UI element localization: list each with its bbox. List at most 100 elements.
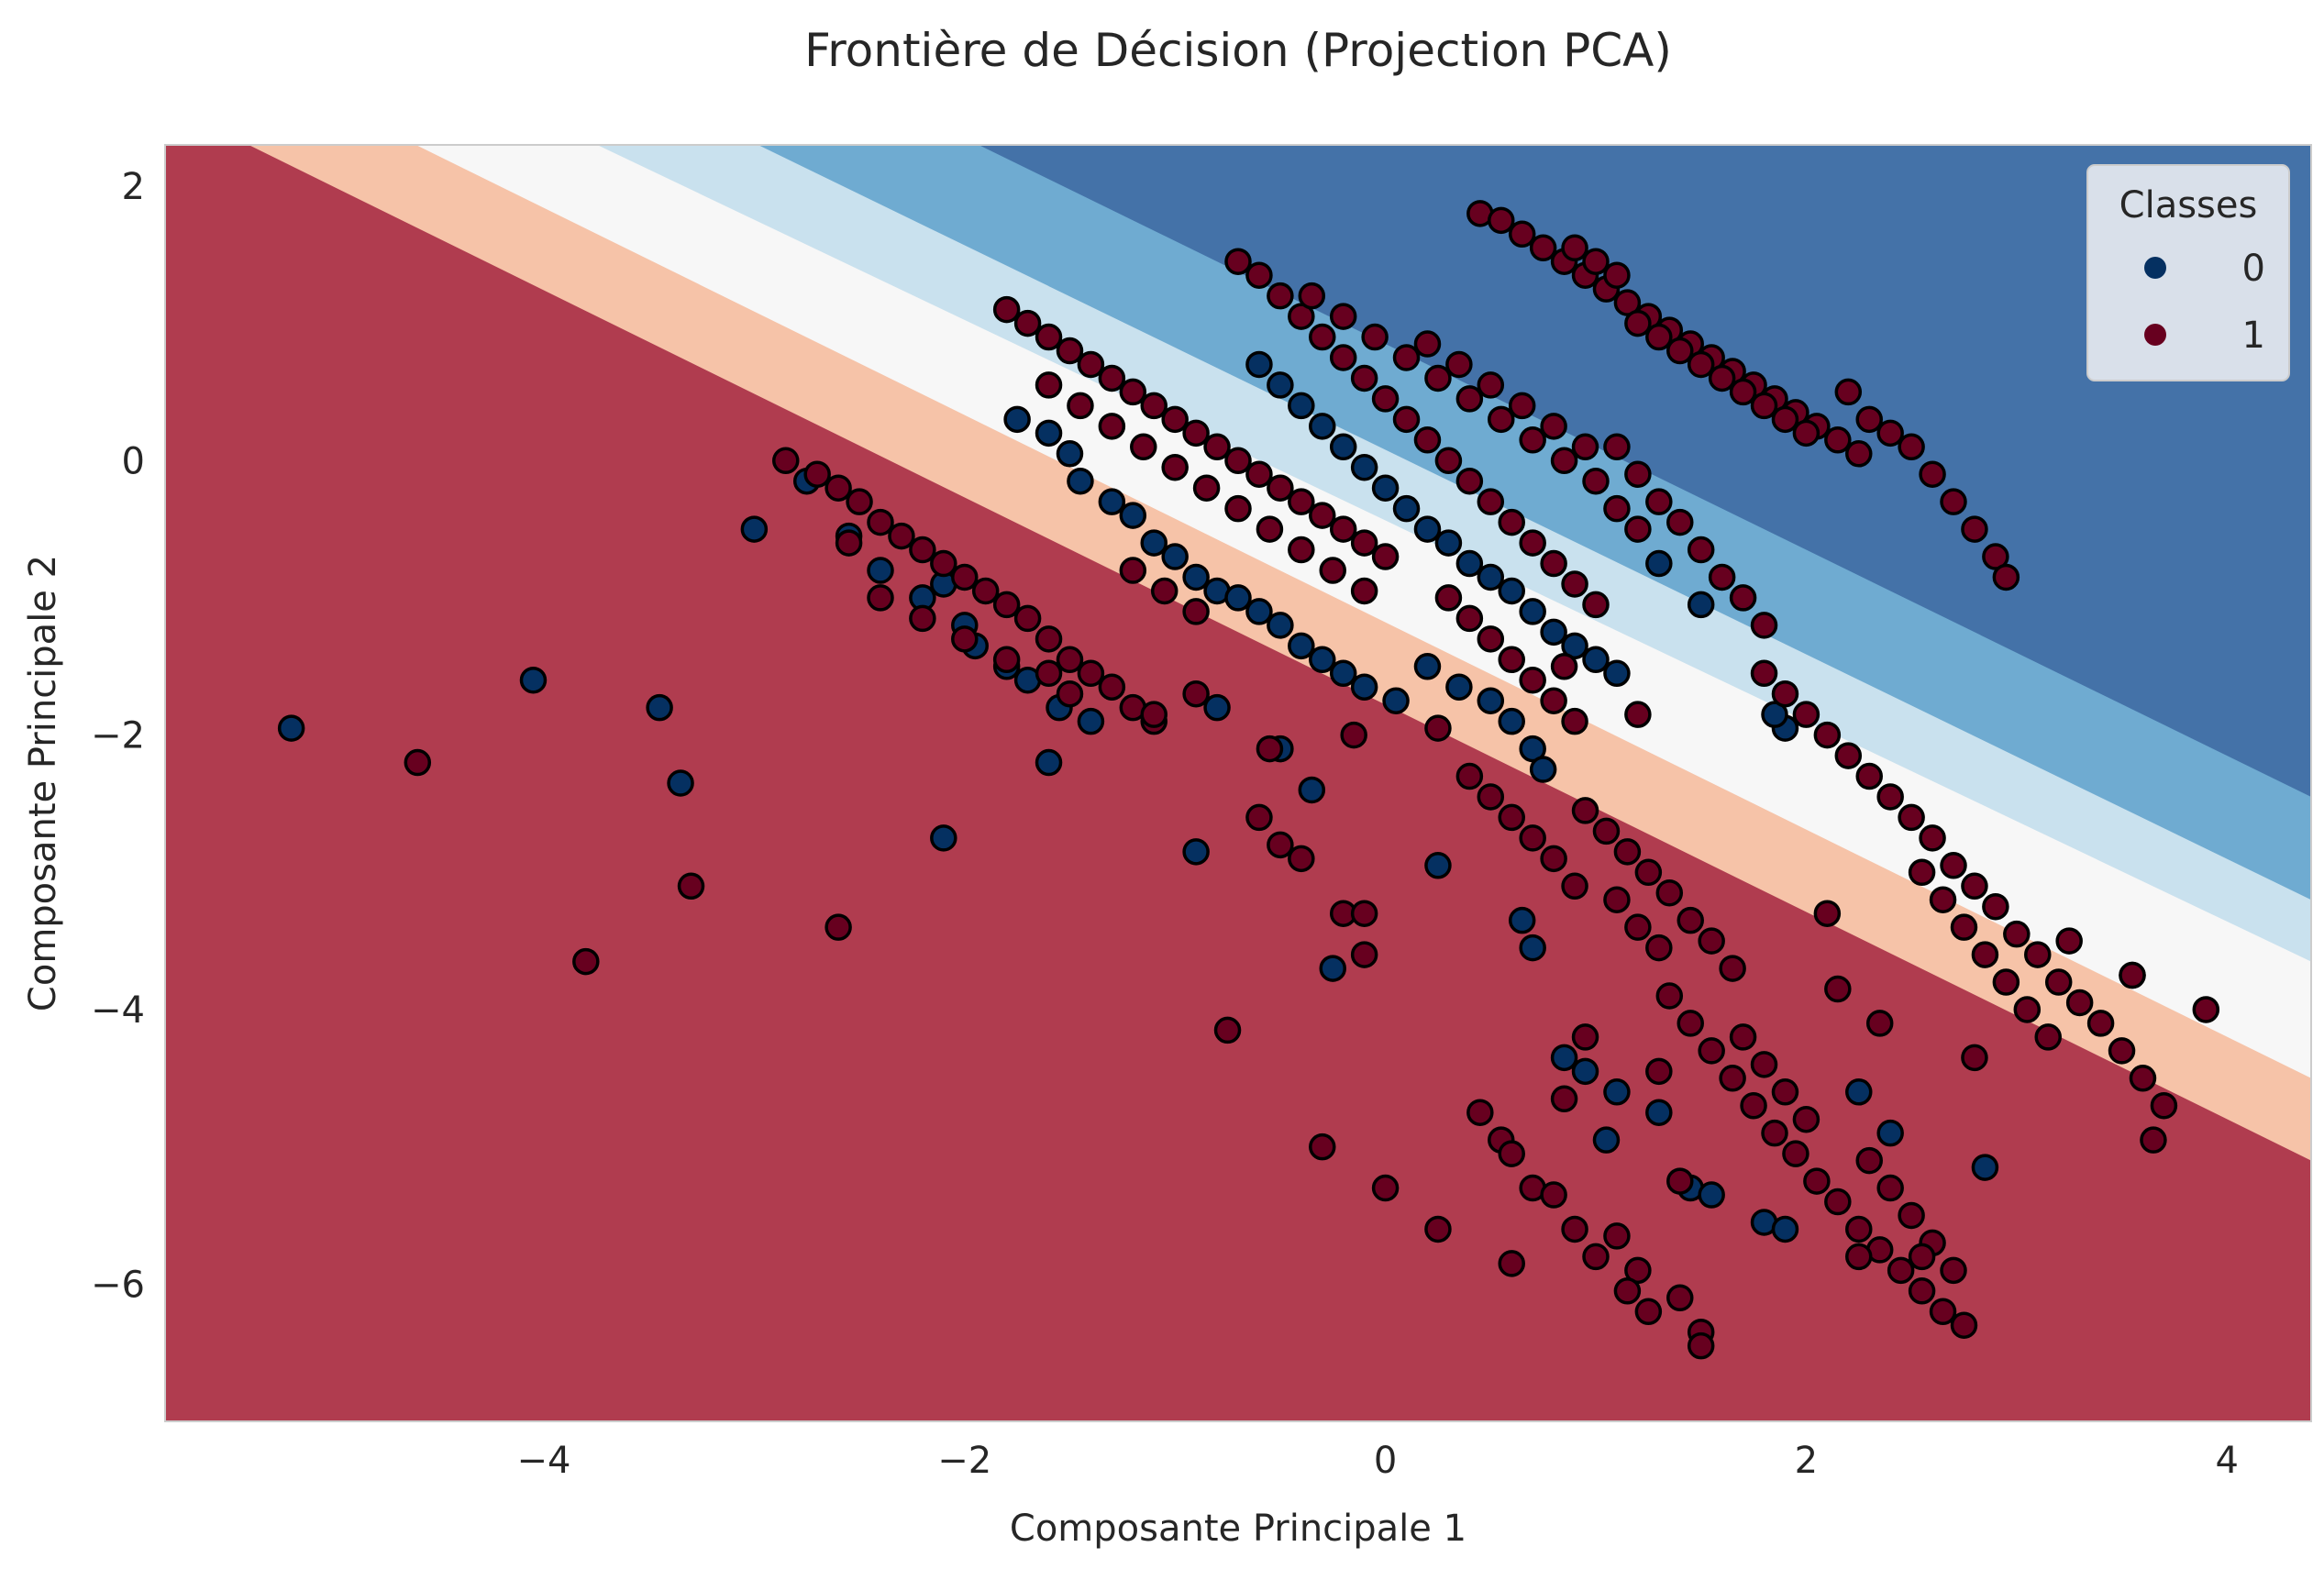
point-class-1 <box>2192 996 2220 1023</box>
x-axis-label: Composante Principale 1 <box>1010 1508 1466 1550</box>
point-class-1 <box>1803 1167 1831 1195</box>
point-class-1 <box>1898 433 1925 461</box>
point-class-0 <box>1350 453 1378 481</box>
point-class-1 <box>1582 1243 1610 1271</box>
point-class-0 <box>1035 748 1063 777</box>
point-class-1 <box>1655 982 1684 1010</box>
chart-title: Frontière de Décision (Projection PCA) <box>804 24 1672 77</box>
point-class-1 <box>1613 289 1642 316</box>
point-class-1 <box>1077 659 1105 688</box>
point-class-1 <box>1477 625 1505 653</box>
point-class-1 <box>1256 515 1284 543</box>
point-class-1 <box>1477 371 1505 399</box>
point-class-1 <box>1824 426 1852 454</box>
point-class-1 <box>1677 1010 1704 1037</box>
point-class-1 <box>1319 557 1346 584</box>
point-class-1 <box>1350 364 1378 392</box>
point-class-1 <box>1666 1167 1694 1195</box>
point-class-1 <box>1256 735 1284 763</box>
point-class-1 <box>1761 1119 1788 1147</box>
point-class-1 <box>1603 886 1631 913</box>
point-class-1 <box>1771 1078 1799 1106</box>
point-class-1 <box>1698 927 1725 955</box>
point-class-0 <box>1119 502 1147 529</box>
point-class-1 <box>1350 941 1378 968</box>
scatter-points <box>277 200 2220 1360</box>
point-class-1 <box>1624 460 1652 488</box>
point-class-0 <box>1245 350 1273 379</box>
point-class-1 <box>1182 419 1210 447</box>
point-class-1 <box>1329 303 1357 330</box>
point-class-1 <box>1645 1057 1673 1086</box>
point-class-1 <box>1940 852 1967 879</box>
point-class-1 <box>1488 405 1515 434</box>
point-class-1 <box>1624 701 1652 728</box>
plot-area <box>165 145 2311 1421</box>
point-class-1 <box>1498 1250 1525 1277</box>
point-class-1 <box>1498 803 1525 832</box>
point-class-0 <box>1761 701 1788 728</box>
point-class-1 <box>1929 1298 1957 1326</box>
point-class-1 <box>1845 1243 1873 1271</box>
point-class-0 <box>1203 693 1231 722</box>
point-class-1 <box>1729 584 1757 612</box>
x-axis-ticks: −4 −2 0 2 4 <box>516 1440 2239 1482</box>
point-class-1 <box>1392 405 1421 434</box>
point-class-1 <box>1992 563 2020 591</box>
point-class-1 <box>1940 1256 1967 1285</box>
point-class-1 <box>1940 488 1967 515</box>
point-class-1 <box>1413 330 1442 358</box>
x-tick-label: 0 <box>1374 1440 1397 1482</box>
point-class-1 <box>1982 543 2009 570</box>
point-class-0 <box>1561 632 1588 660</box>
point-class-1 <box>2140 1126 2167 1154</box>
point-class-0 <box>1319 955 1346 982</box>
point-class-1 <box>1445 350 1473 379</box>
point-class-0 <box>1455 549 1484 578</box>
point-class-1 <box>1792 419 1820 447</box>
legend-box <box>2086 164 2290 381</box>
point-class-0 <box>1067 467 1094 495</box>
point-class-1 <box>1477 783 1505 811</box>
point-class-1 <box>1540 413 1567 440</box>
point-class-1 <box>1561 1215 1588 1243</box>
point-class-1 <box>1192 474 1221 502</box>
point-class-1 <box>951 563 979 591</box>
point-class-1 <box>1413 426 1442 454</box>
point-class-0 <box>1971 1154 1999 1181</box>
point-class-1 <box>1288 488 1315 515</box>
point-class-1 <box>1424 1215 1452 1243</box>
point-class-1 <box>835 529 863 557</box>
point-class-1 <box>1982 892 2009 921</box>
point-class-1 <box>1561 707 1588 735</box>
point-class-1 <box>1035 659 1063 688</box>
point-class-1 <box>1908 858 1936 887</box>
point-class-1 <box>1855 762 1883 790</box>
point-class-1 <box>1603 494 1631 523</box>
point-class-1 <box>2086 1010 2115 1037</box>
point-class-1 <box>1634 858 1663 887</box>
point-class-0 <box>1245 598 1273 625</box>
point-class-1 <box>1288 536 1315 564</box>
point-class-1 <box>1098 673 1126 701</box>
point-class-0 <box>1298 776 1326 804</box>
point-class-1 <box>1961 872 1988 901</box>
point-class-1 <box>1687 536 1715 564</box>
point-class-1 <box>971 577 1000 605</box>
point-class-0 <box>1498 577 1525 605</box>
point-class-0 <box>1645 549 1673 578</box>
point-class-1 <box>1056 680 1084 708</box>
point-class-0 <box>1182 838 1210 866</box>
point-class-1 <box>2150 1091 2178 1120</box>
point-class-0 <box>1645 1099 1673 1126</box>
point-class-0 <box>930 824 957 852</box>
point-class-1 <box>1571 433 1599 461</box>
point-class-1 <box>909 604 936 633</box>
point-class-1 <box>1288 303 1315 330</box>
point-class-1 <box>1845 440 1873 468</box>
point-class-1 <box>1350 900 1378 927</box>
point-class-0 <box>1687 591 1715 619</box>
y-axis-label: Composante Principale 2 <box>22 555 64 1011</box>
point-class-1 <box>1571 797 1599 824</box>
point-class-1 <box>1245 803 1273 832</box>
